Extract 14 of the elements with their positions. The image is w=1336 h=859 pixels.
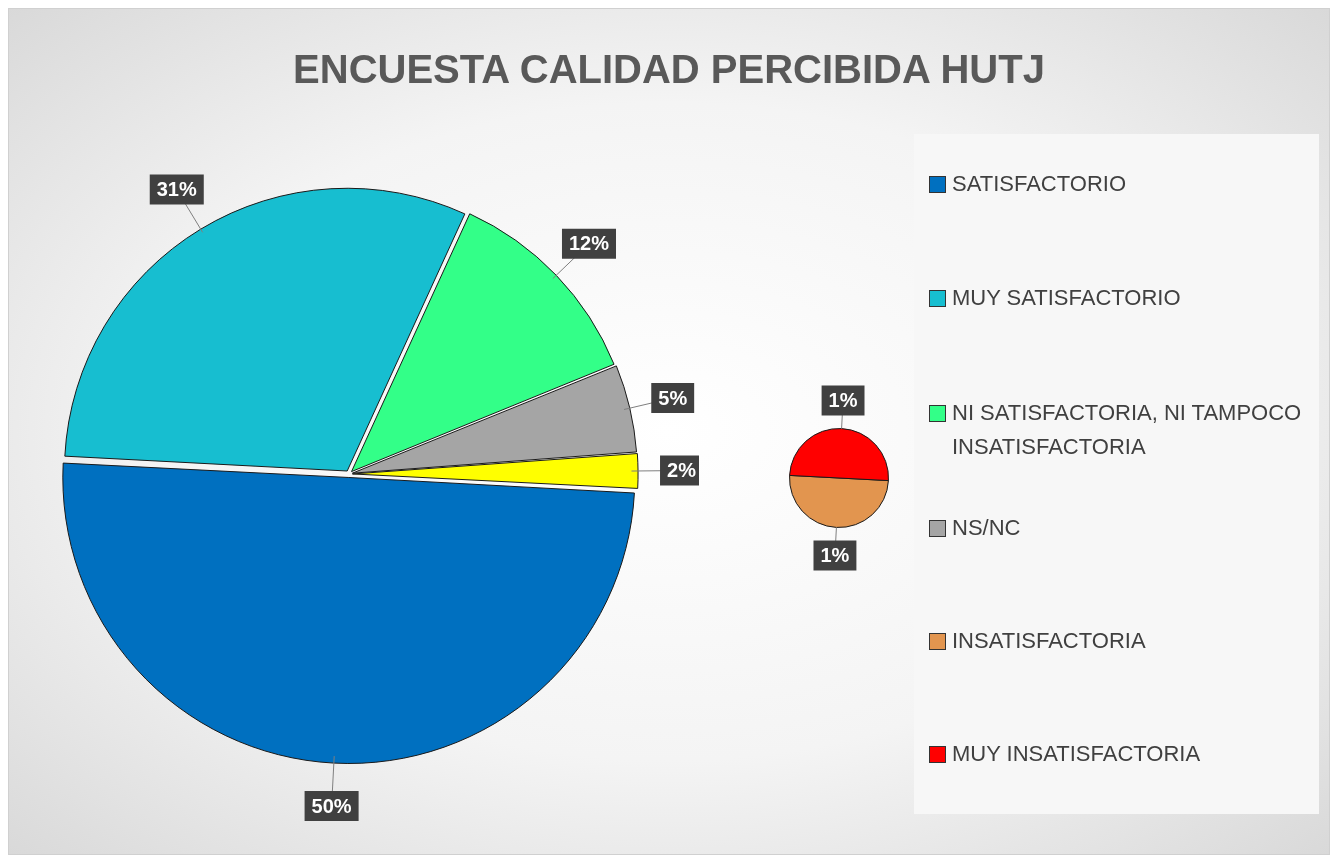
legend-label: NS/NC [952, 514, 1021, 542]
legend-label: MUY SATISFACTORIO [952, 284, 1181, 312]
legend-label: MUY INSATISFACTORIA [952, 740, 1201, 768]
legend-label: INSATISFACTORIA [952, 627, 1146, 655]
data-label: 5% [658, 386, 688, 409]
data-label: 1% [820, 543, 850, 566]
legend-label: NI SATISFACTORIA, NI TAMPOCO INSATISFACTORIA [952, 399, 1303, 461]
chart-title: ENCUESTA CALIDAD PERCIBIDA HUTJ [292, 47, 1046, 92]
data-label: 1% [828, 389, 858, 412]
legend-label: SATISFACTORIO [952, 170, 1126, 198]
data-label: 31% [156, 178, 197, 201]
data-label: 2% [667, 459, 697, 482]
data-label: 12% [568, 232, 610, 255]
data-label: 50% [311, 794, 352, 817]
